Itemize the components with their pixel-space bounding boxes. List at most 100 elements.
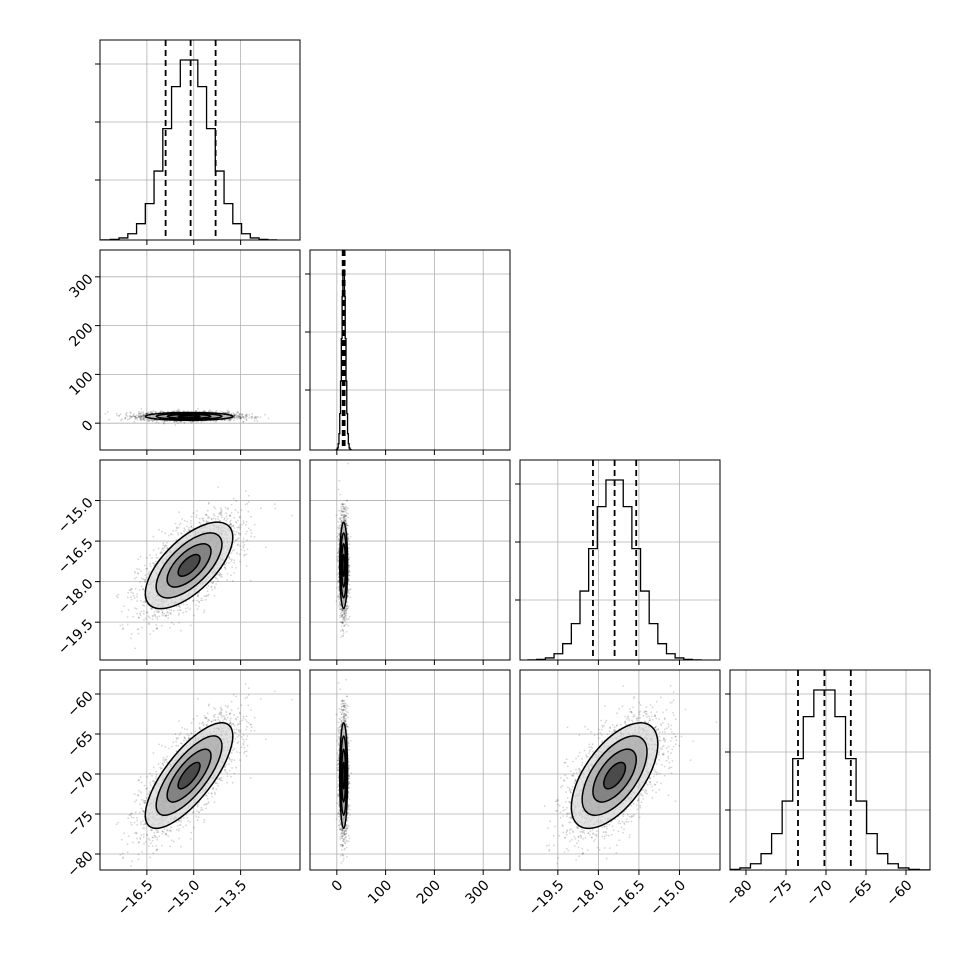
sample-point [145,412,148,415]
sample-point [254,416,257,418]
sample-point [174,522,177,525]
sample-point [242,420,245,423]
sample-point [123,605,125,607]
sample-point [242,541,245,544]
panel-1-0 [95,249,301,455]
sample-point [144,601,146,603]
sample-point [118,414,121,417]
sample-point [144,617,147,620]
sample-point [249,529,252,532]
sample-point [134,587,137,590]
sample-point [147,419,150,421]
sample-point [245,419,248,421]
sample-point [135,417,138,420]
sample-point [236,411,239,413]
histogram-step [100,59,278,240]
sample-point [224,568,227,571]
sample-point [241,523,244,526]
sample-point [140,407,143,410]
sample-point [151,420,154,423]
sample-point [133,597,136,600]
sample-point [163,612,166,615]
sample-point [143,418,146,421]
sample-point [229,523,232,526]
sample-point [219,573,222,575]
sample-point [180,421,183,423]
sample-point [221,576,223,578]
sample-point [108,418,111,421]
sample-point [197,420,200,423]
sample-point [238,415,241,418]
sample-point [125,414,128,417]
sample-point [148,570,151,573]
sample-point [124,416,127,419]
sample-point [254,417,256,419]
sample-point [150,419,152,421]
sample-point [217,573,219,575]
sample-point [189,624,192,627]
sample-point [205,598,208,601]
sample-point [151,419,153,422]
sample-point [234,520,237,523]
sample-point [171,533,174,536]
sample-point [137,412,140,415]
sample-point [119,624,122,627]
sample-point [230,552,233,554]
sample-point [179,522,182,525]
sample-point [142,415,144,418]
sample-point [233,548,236,551]
sample-point [229,523,232,525]
sample-point [156,627,159,630]
sample-point [134,415,137,418]
sample-point [229,514,232,517]
sample-point [166,611,168,614]
sample-point [229,418,232,420]
panel-frame [309,249,511,451]
sample-point [142,414,145,417]
sample-point [120,419,122,421]
sample-point [172,529,175,532]
sample-point [242,522,245,524]
sample-point [179,420,182,423]
sample-point [177,422,180,424]
sample-point [146,412,149,414]
sample-point [121,628,124,631]
sample-point [187,420,190,423]
sample-point [142,417,145,419]
sample-point [184,607,187,610]
sample-point [152,562,154,564]
sample-point [163,420,166,422]
sample-point [200,597,203,600]
sample-point [203,410,206,413]
sample-point [124,417,127,420]
sample-point [143,414,146,416]
sample-point [197,605,200,608]
sample-point [166,611,169,613]
sample-point [134,416,137,419]
sample-point [225,512,228,515]
sample-point [239,413,241,415]
sample-point [250,531,253,534]
panel-2-0 [95,459,301,665]
sample-point [178,511,181,513]
sample-point [229,558,232,560]
sample-point [132,615,135,618]
sample-point [142,417,145,420]
sample-point [181,518,184,520]
sample-point [245,553,248,556]
sample-point [238,415,240,418]
sample-point [240,548,243,551]
contour-line [177,414,201,419]
sample-point [242,520,245,523]
sample-point [246,548,249,551]
sample-point [157,547,160,550]
sample-point [183,421,186,424]
sample-point [208,516,211,519]
sample-point [140,415,142,417]
sample-point [245,415,248,417]
sample-point [231,558,233,561]
sample-point [212,581,215,584]
sample-point [231,566,234,569]
sample-point [143,604,146,607]
sample-point [193,614,195,617]
